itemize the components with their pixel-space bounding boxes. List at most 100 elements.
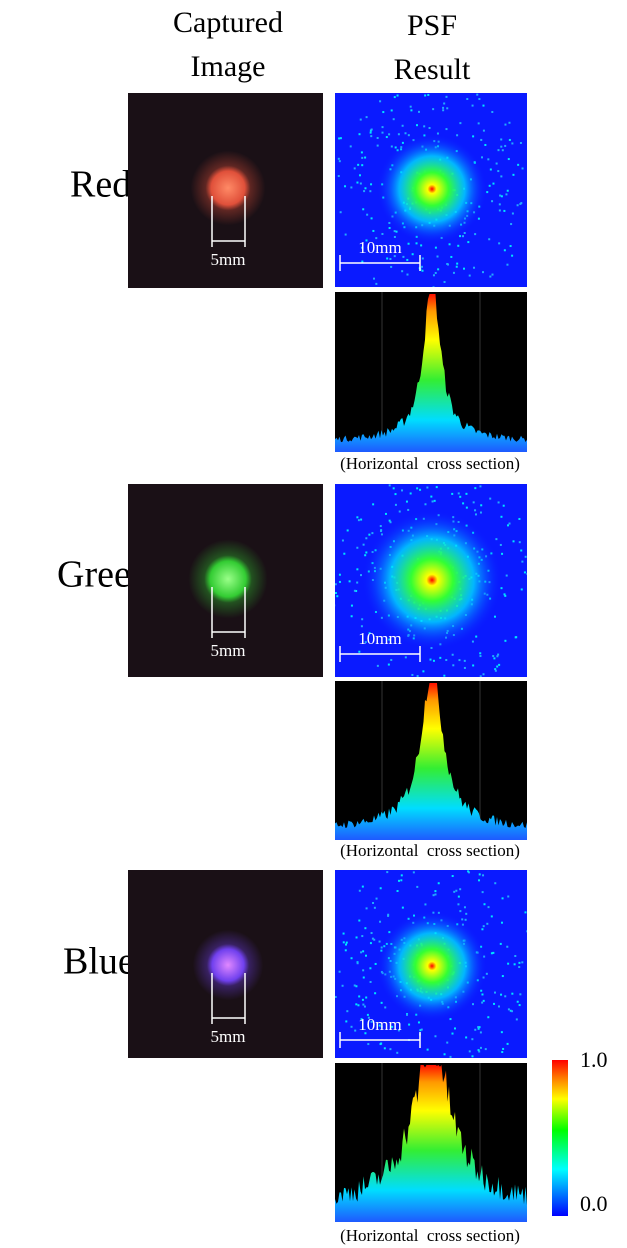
- speckle: [474, 487, 476, 489]
- speckle: [401, 874, 403, 876]
- speckle: [386, 257, 388, 259]
- speckle: [444, 1053, 446, 1055]
- speckle: [365, 997, 367, 999]
- speckle: [343, 941, 345, 943]
- speckle: [401, 270, 403, 272]
- speckle: [422, 257, 424, 259]
- speckle: [442, 107, 444, 109]
- speckle: [398, 880, 400, 882]
- speckle: [517, 1001, 519, 1003]
- speckle: [323, 202, 325, 204]
- speckle: [502, 897, 504, 899]
- speckle: [538, 197, 540, 199]
- speckle: [437, 268, 439, 270]
- speckle: [372, 938, 374, 940]
- speckle: [385, 513, 387, 515]
- speckle: [475, 636, 477, 638]
- speckle: [351, 1026, 353, 1028]
- speckle: [399, 477, 401, 479]
- speckle: [529, 241, 531, 243]
- speckle: [498, 242, 500, 244]
- speckle: [492, 952, 494, 954]
- speckle: [491, 915, 493, 917]
- speckle: [480, 675, 482, 677]
- speckle: [355, 1003, 357, 1005]
- speckle: [339, 160, 341, 162]
- speckle: [456, 263, 458, 265]
- column-header: Captured: [173, 6, 283, 39]
- speckle: [462, 502, 464, 504]
- speckle: [492, 183, 494, 185]
- speckle: [389, 1048, 391, 1050]
- speckle: [492, 655, 494, 657]
- speckle: [459, 910, 461, 912]
- speckle: [458, 659, 460, 661]
- speckle: [530, 555, 532, 557]
- speckle: [358, 519, 360, 521]
- speckle: [513, 540, 515, 542]
- speckle: [494, 992, 496, 994]
- speckle: [501, 195, 503, 197]
- speckle: [501, 553, 503, 555]
- speckle: [400, 879, 402, 881]
- speckle: [371, 932, 373, 934]
- speckle: [382, 126, 384, 128]
- speckle: [451, 1033, 453, 1035]
- speckle: [338, 158, 340, 160]
- scale-label: 10mm: [358, 629, 401, 648]
- speckle: [521, 561, 523, 563]
- speckle: [360, 574, 362, 576]
- speckle: [418, 111, 420, 113]
- speckle: [358, 995, 360, 997]
- speckle: [480, 1031, 482, 1033]
- speckle: [530, 991, 532, 993]
- speckle: [370, 183, 372, 185]
- speckle: [402, 907, 404, 909]
- caption: (Horizontal cross section): [340, 1226, 520, 1245]
- speckle: [366, 116, 368, 118]
- speckle: [532, 164, 534, 166]
- speckle: [518, 962, 520, 964]
- speckle: [354, 1030, 356, 1032]
- speckle: [340, 211, 342, 213]
- speckle: [514, 955, 516, 957]
- speckle: [432, 500, 434, 502]
- speckle: [325, 182, 327, 184]
- speckle: [475, 513, 477, 515]
- speckle: [520, 142, 522, 144]
- speckle: [457, 245, 459, 247]
- speckle: [528, 982, 530, 984]
- speckle: [534, 970, 536, 972]
- speckle: [395, 493, 397, 495]
- speckle: [500, 544, 502, 546]
- speckle: [360, 183, 362, 185]
- speckle: [391, 109, 393, 111]
- speckle: [406, 274, 408, 276]
- speckle: [434, 890, 436, 892]
- speckle: [535, 572, 537, 574]
- speckle: [354, 167, 356, 169]
- speckle: [433, 286, 435, 288]
- speckle: [374, 907, 376, 909]
- speckle: [506, 264, 508, 266]
- speckle: [524, 911, 526, 913]
- speckle: [507, 1043, 509, 1045]
- speckle: [446, 263, 448, 265]
- speckle: [356, 936, 358, 938]
- speckle: [498, 501, 500, 503]
- speckle: [434, 500, 436, 502]
- speckle: [474, 509, 476, 511]
- speckle: [499, 195, 501, 197]
- speckle: [483, 925, 485, 927]
- speckle: [510, 223, 512, 225]
- speckle: [535, 594, 537, 596]
- speckle: [363, 190, 365, 192]
- speckle: [504, 124, 506, 126]
- speckle: [527, 631, 529, 633]
- speckle: [418, 1021, 420, 1023]
- speckle: [366, 214, 368, 216]
- speckle: [389, 227, 391, 229]
- speckle: [511, 142, 513, 144]
- speckle: [325, 579, 327, 581]
- speckle: [377, 665, 379, 667]
